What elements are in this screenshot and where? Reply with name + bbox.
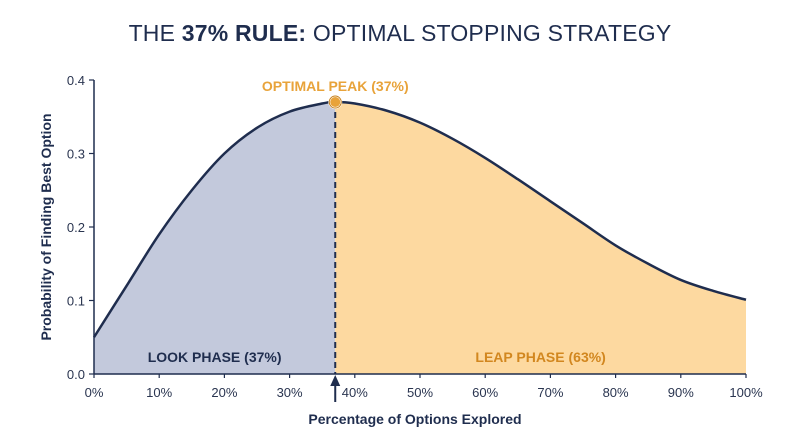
page-title: THE 37% RULE: OPTIMAL STOPPING STRATEGY xyxy=(128,20,672,46)
x-tick-label: 80% xyxy=(603,385,629,400)
y-axis-title: Probability of Finding Best Option xyxy=(38,113,54,340)
region-fill-look xyxy=(94,102,336,374)
x-tick-label: 20% xyxy=(211,385,237,400)
region-fill-leap xyxy=(335,102,746,374)
y-tick-label: 0.2 xyxy=(67,220,85,235)
x-tick-label: 90% xyxy=(668,385,694,400)
x-tick-label: 0% xyxy=(85,385,104,400)
y-tick-label: 0.0 xyxy=(67,367,85,382)
x-tick-label: 40% xyxy=(342,385,368,400)
y-tick-label: 0.1 xyxy=(67,294,85,309)
look-phase-label: LOOK PHASE (37%) xyxy=(148,349,282,365)
peak-arrow-head xyxy=(330,375,341,386)
peak-label: OPTIMAL PEAK (37%) xyxy=(262,78,409,94)
leap-phase-label: LEAP PHASE (63%) xyxy=(475,349,605,365)
x-tick-label: 30% xyxy=(277,385,303,400)
x-axis-title: Percentage of Options Explored xyxy=(308,411,521,427)
probability-curve xyxy=(92,100,747,338)
x-tick-label: 50% xyxy=(407,385,433,400)
y-tick-label: 0.3 xyxy=(67,147,85,162)
x-tick-label: 70% xyxy=(537,385,563,400)
x-tick-label: 60% xyxy=(472,385,498,400)
x-tick-label: 100% xyxy=(729,385,763,400)
y-tick-label: 0.4 xyxy=(67,73,85,88)
peak-marker-ring xyxy=(328,95,342,109)
x-tick-label: 10% xyxy=(146,385,172,400)
